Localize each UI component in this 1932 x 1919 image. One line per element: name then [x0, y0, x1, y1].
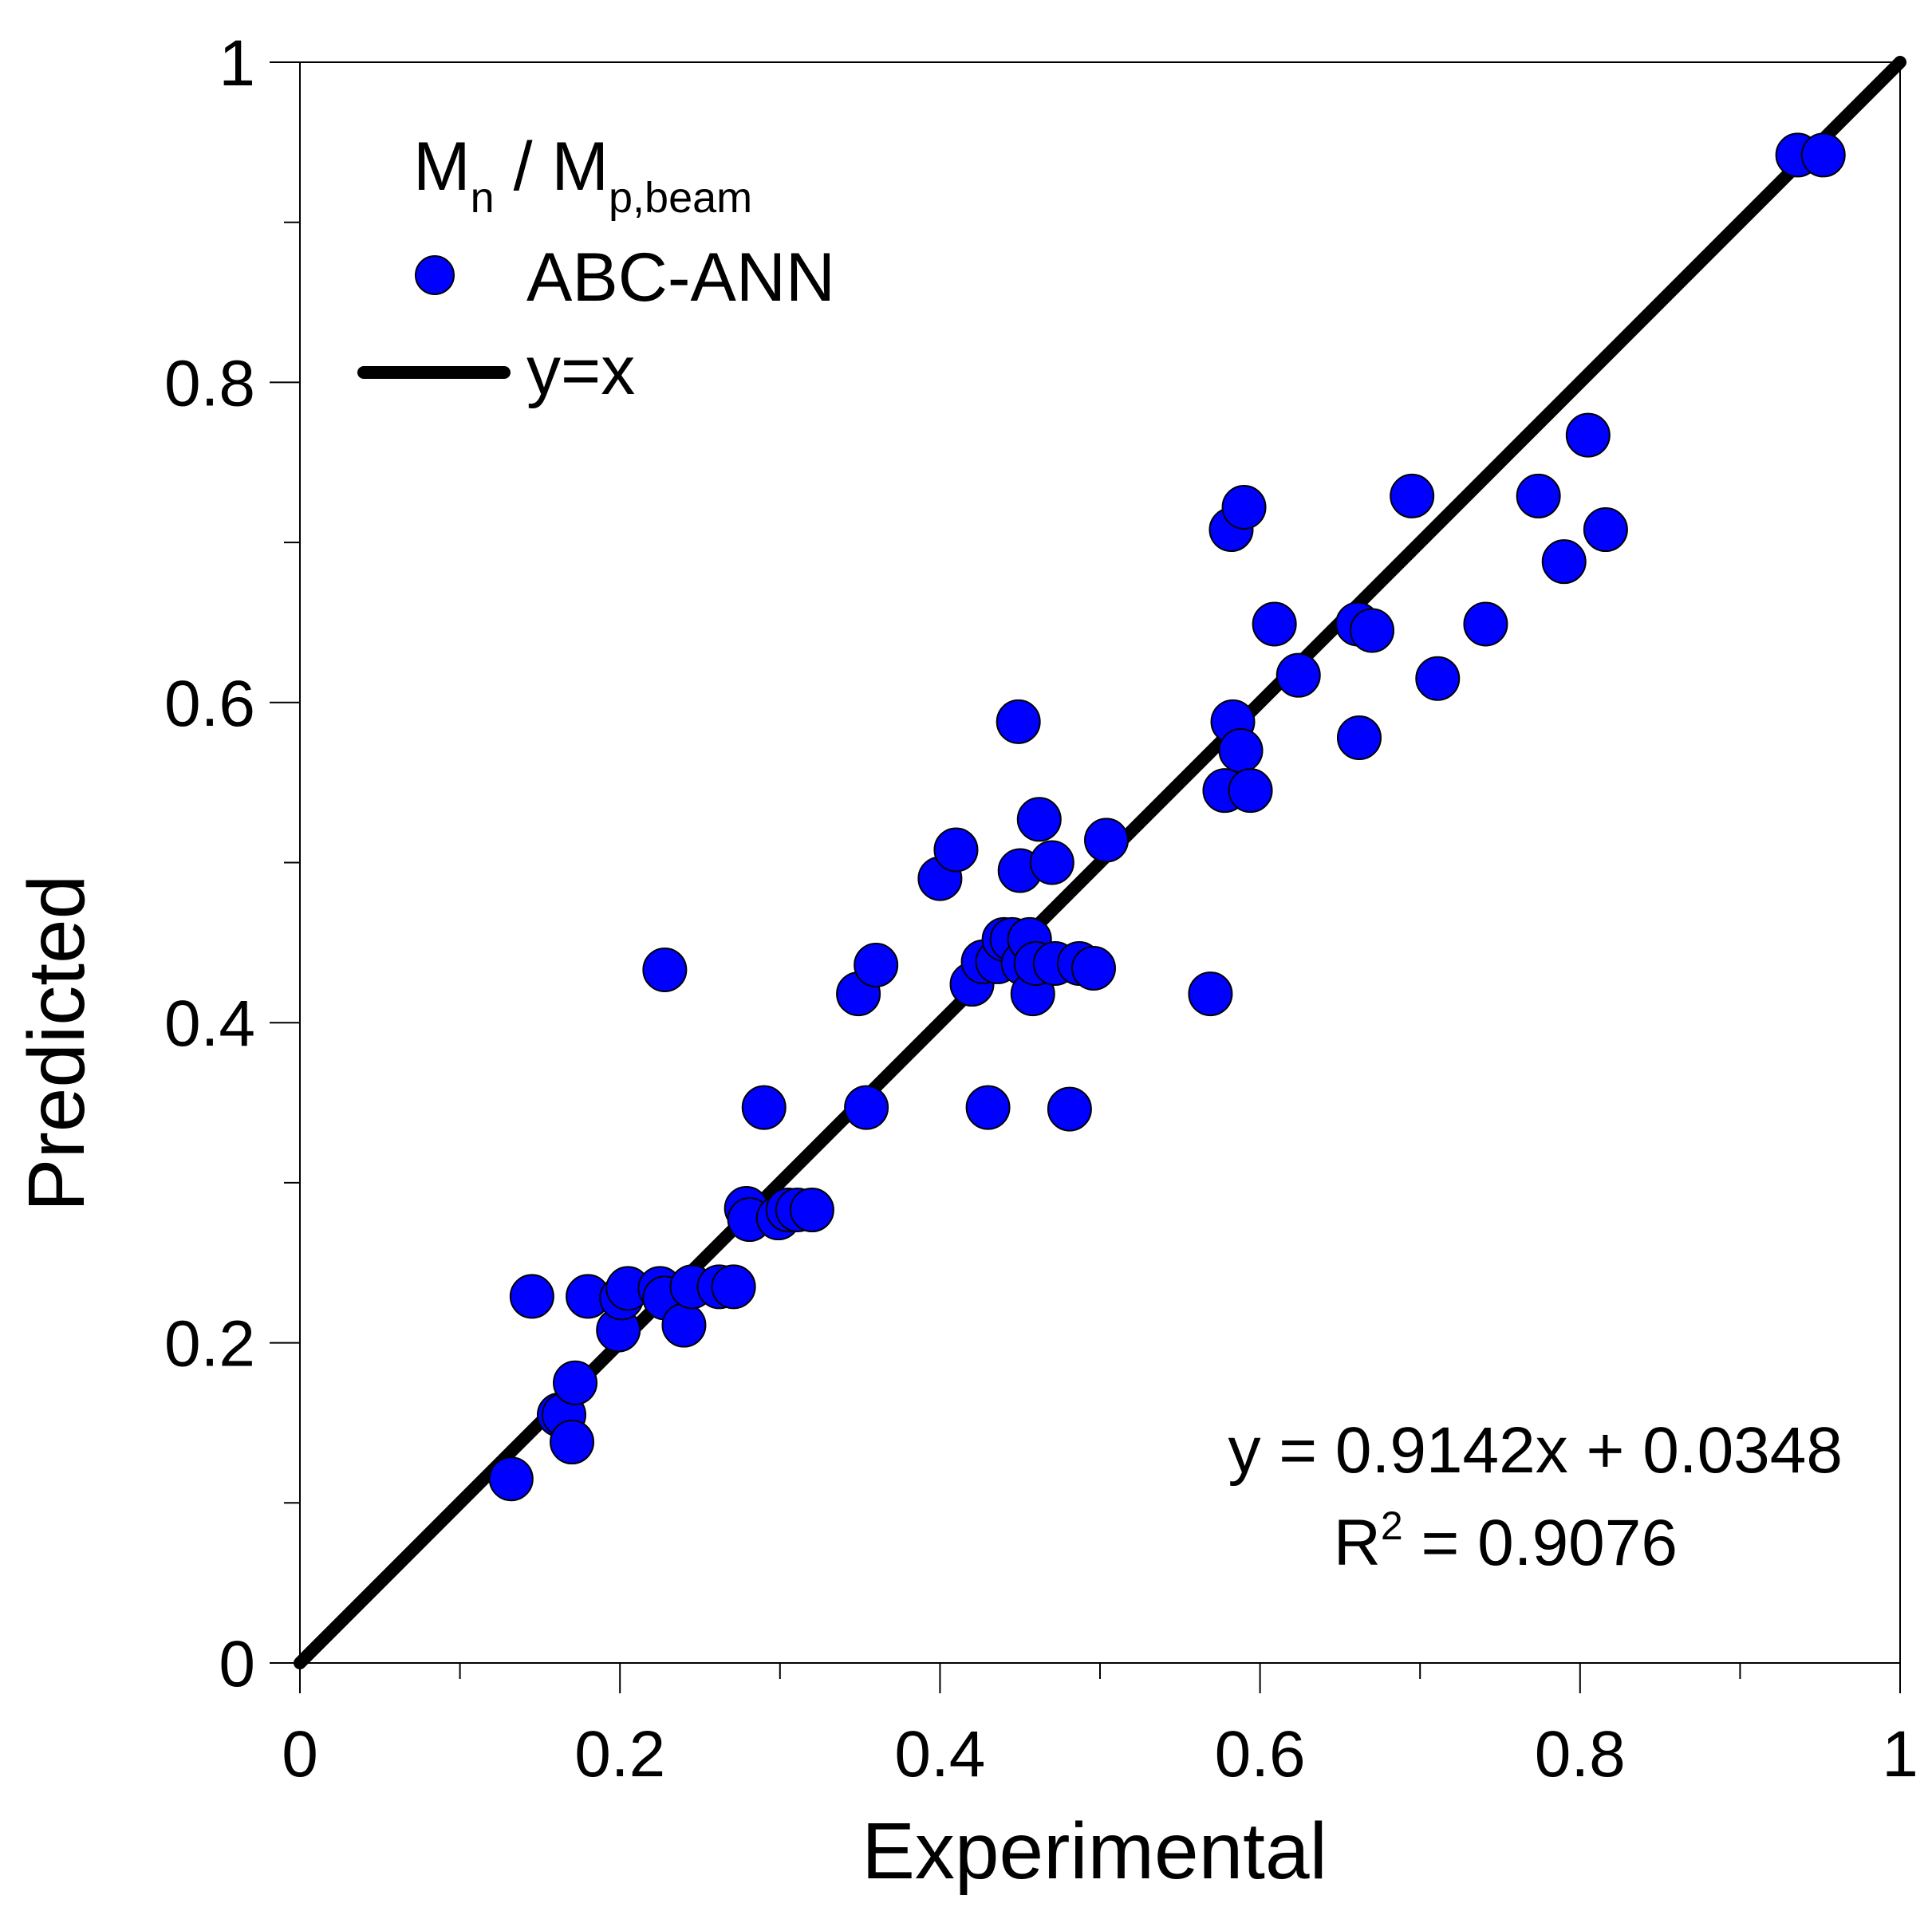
scatter-point: [1070, 945, 1116, 991]
scatter-point: [711, 1264, 756, 1310]
scatter-point: [1336, 715, 1382, 760]
scatter-point: [1221, 484, 1267, 530]
scatter-point: [488, 1456, 534, 1502]
y-tick-label: 1: [219, 27, 255, 100]
y-tick-label: 0: [219, 1628, 255, 1700]
x-tick-label: 0.4: [894, 1718, 985, 1791]
x-tick-label: 0: [282, 1718, 318, 1791]
y-tick-label: 0.2: [164, 1308, 255, 1381]
scatter-point: [661, 1302, 707, 1348]
scatter-point: [1218, 728, 1264, 774]
y-tick-label: 0.8: [164, 347, 255, 420]
scatter-point: [1276, 652, 1321, 698]
scatter-point: [854, 942, 899, 987]
x-axis-ticks: 0 0.2 0.4 0.6 0.8 1: [282, 1663, 1918, 1791]
legend-marker-abc-ann: [415, 255, 455, 295]
scatter-point: [1800, 132, 1846, 178]
scatter-point: [996, 699, 1041, 744]
r-squared-prefix: R: [1334, 1507, 1381, 1579]
scatter-point: [1029, 840, 1074, 885]
legend-title-mid: / M: [495, 128, 609, 205]
scatter-point: [1084, 818, 1130, 863]
scatter-point: [642, 947, 688, 992]
x-tick-label: 0.8: [1535, 1718, 1626, 1791]
scatter-point: [741, 1085, 787, 1130]
scatter-point: [1541, 539, 1587, 585]
scatter-point: [1350, 608, 1395, 653]
x-tick-label: 0.2: [574, 1718, 665, 1791]
scatter-point: [844, 1085, 889, 1130]
scatter-point: [1252, 601, 1297, 647]
scatter-point: [933, 827, 979, 873]
y-tick-label: 0.4: [164, 987, 255, 1060]
legend: Mn / Mp,beam ABC-ANN y=x: [357, 128, 835, 409]
r-squared-superscript: 2: [1381, 1503, 1403, 1548]
legend-title-sub-pbeam: p,beam: [609, 174, 752, 222]
scatter-point: [1188, 971, 1233, 1017]
legend-title-main: M: [413, 128, 471, 205]
scatter-point: [550, 1420, 595, 1465]
scatter-point: [789, 1188, 834, 1233]
legend-label-abc-ann: ABC-ANN: [526, 239, 835, 316]
scatter-points: [488, 132, 1846, 1502]
scatter-point: [1047, 1086, 1092, 1132]
x-axis-title: Experimental: [862, 1807, 1327, 1896]
scatter-point: [1390, 473, 1435, 518]
scatter-point: [509, 1274, 554, 1319]
x-tick-label: 1: [1882, 1718, 1918, 1791]
regression-annotation: y = 0.9142x + 0.0348 R2 = 0.9076: [1228, 1414, 1843, 1579]
scatter-point: [1516, 473, 1561, 518]
regression-equation: y = 0.9142x + 0.0348: [1228, 1414, 1843, 1487]
legend-title-sub-n: n: [471, 174, 495, 222]
scatter-point: [1583, 507, 1628, 553]
scatter-point: [1565, 412, 1611, 458]
y-axis-title: Predicted: [12, 875, 101, 1212]
y-tick-label: 0.6: [164, 668, 255, 740]
legend-title: Mn / Mp,beam: [413, 128, 752, 222]
scatter-point: [553, 1360, 598, 1405]
r-squared-rest: = 0.9076: [1403, 1507, 1678, 1579]
r-squared-value: R2 = 0.9076: [1334, 1503, 1678, 1579]
legend-label-identity: y=x: [526, 333, 635, 409]
scatter-point: [1415, 656, 1461, 701]
y-axis-ticks: 0 0.2 0.4 0.6 0.8 1: [164, 27, 300, 1700]
scatter-point: [1228, 768, 1273, 814]
scatter-point: [1463, 601, 1508, 647]
x-tick-label: 0.6: [1215, 1718, 1306, 1791]
scatter-point: [965, 1085, 1011, 1130]
scatter-point: [1016, 797, 1062, 842]
